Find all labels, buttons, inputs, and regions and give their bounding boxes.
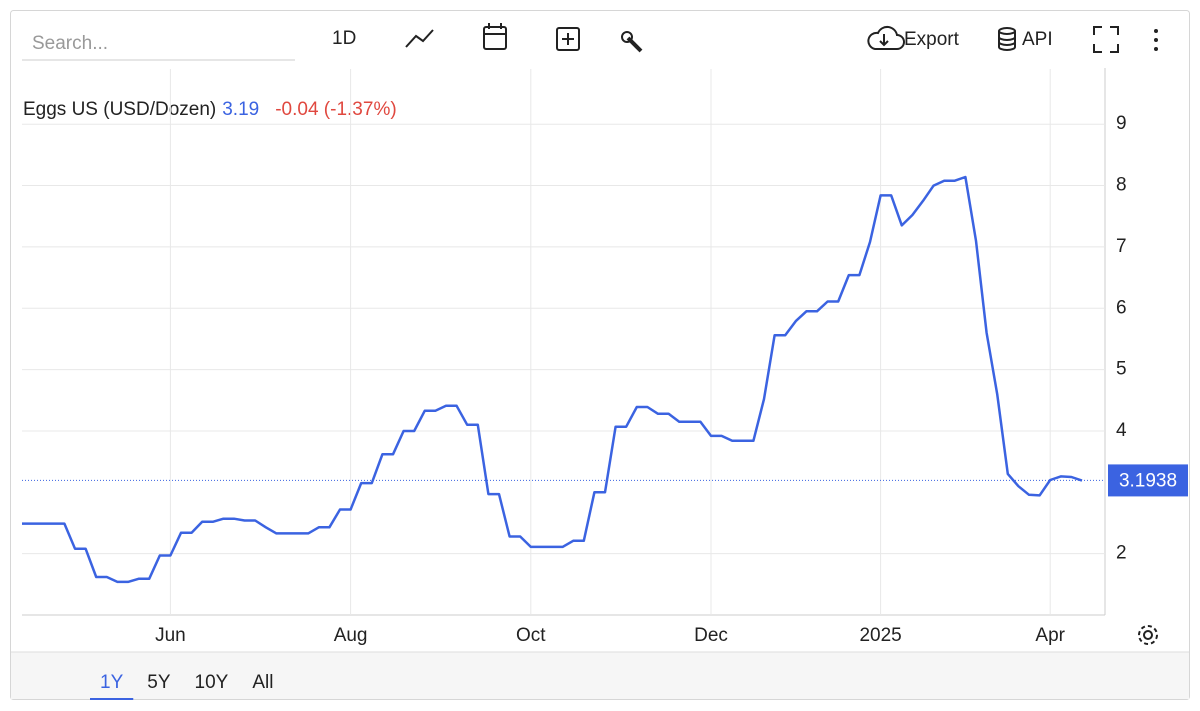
legend-last-value: 3.19 [222, 99, 259, 120]
x-tick-label: Apr [1035, 625, 1065, 646]
api-icon[interactable] [998, 27, 1016, 51]
range-button[interactable]: 10Y [195, 672, 229, 693]
tools-icon[interactable] [621, 31, 643, 53]
settings-icon[interactable] [1138, 625, 1158, 645]
range-button[interactable]: All [252, 672, 273, 693]
legend-change: -0.04 (-1.37%) [275, 99, 396, 120]
y-tick-label: 5 [1116, 359, 1127, 380]
chart-type-icon[interactable] [405, 29, 434, 48]
price-line [22, 175, 1083, 584]
search-box[interactable]: Search... [32, 33, 108, 54]
y-tick-label: 9 [1116, 113, 1127, 134]
menu-icon[interactable] [1154, 29, 1158, 51]
export-button[interactable]: Export [904, 29, 960, 50]
range-button[interactable]: 1Y [100, 672, 124, 693]
x-tick-label: Jun [155, 625, 186, 646]
legend: Eggs US (USD/Dozen) 3.19 -0.04 (-1.37%) [23, 99, 397, 120]
y-tick-label: 2 [1116, 543, 1127, 564]
x-tick-label: Dec [694, 625, 728, 646]
x-tick-label: Oct [516, 625, 546, 646]
calendar-icon[interactable] [483, 23, 507, 50]
y-tick-label: 4 [1116, 420, 1127, 441]
x-tick-label: Aug [334, 625, 368, 646]
price-marker-box [1108, 464, 1188, 497]
legend-series-name: Eggs US (USD/Dozen) [23, 99, 216, 120]
price-marker-label: 3.1938 [1119, 470, 1177, 491]
download-icon[interactable] [867, 25, 905, 50]
x-tick-label: 2025 [859, 625, 901, 646]
fullscreen-icon[interactable] [1093, 26, 1119, 53]
y-tick-label: 8 [1116, 175, 1127, 196]
interval-button[interactable]: 1D [332, 28, 356, 49]
frame [10, 10, 1190, 700]
y-tick-label: 7 [1116, 236, 1127, 257]
api-button[interactable]: API [1022, 29, 1053, 50]
range-button[interactable]: 5Y [147, 672, 171, 693]
y-tick-label: 6 [1116, 297, 1127, 318]
compare-icon[interactable] [556, 27, 580, 51]
range-bar [11, 652, 1189, 699]
